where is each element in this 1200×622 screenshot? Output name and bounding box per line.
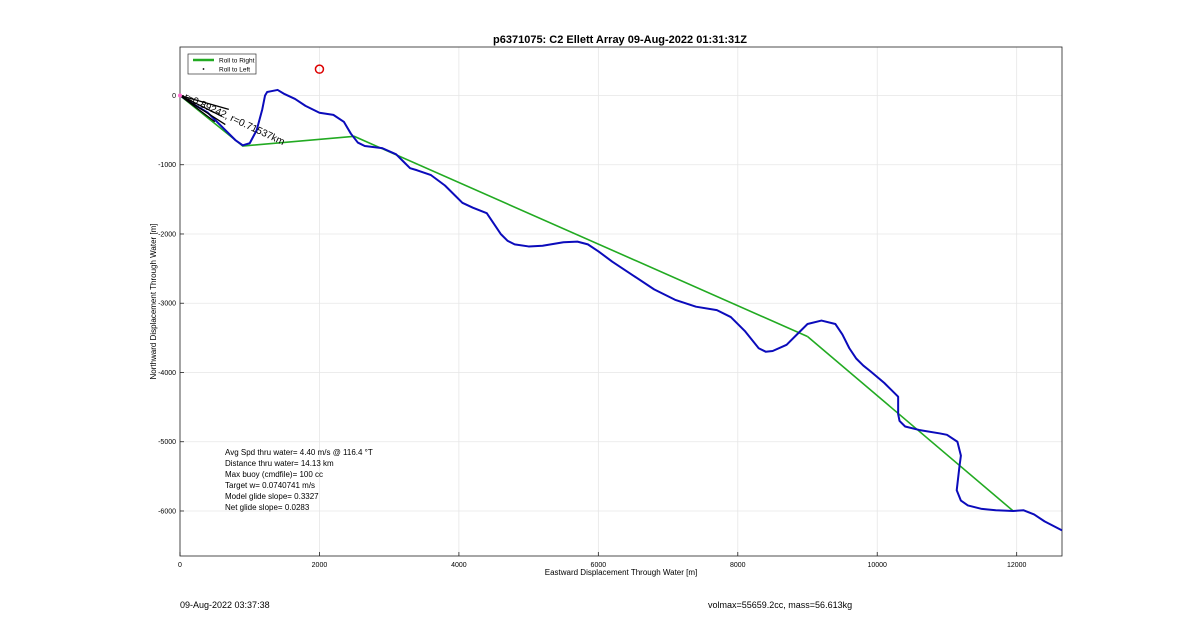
y-tick-label: -3000 bbox=[158, 301, 176, 308]
y-tick-label: -6000 bbox=[158, 508, 176, 515]
x-axis-label: Eastward Displacement Through Water [m] bbox=[545, 568, 698, 577]
stats-line: Max buoy (cmdfile)= 100 cc bbox=[225, 470, 323, 479]
roll-left-vector bbox=[179, 94, 229, 110]
stats-line: Avg Spd thru water= 4.40 m/s @ 116.4 °T bbox=[225, 448, 373, 457]
y-tick-label: -1000 bbox=[158, 162, 176, 169]
y-tick-label: -2000 bbox=[158, 231, 176, 238]
chart-legend: Roll to Right Roll to Left bbox=[187, 53, 257, 75]
stats-line: Target w= 0.0740741 m/s bbox=[225, 481, 315, 490]
x-tick-label: 0 bbox=[178, 562, 182, 569]
glider-track-line bbox=[179, 88, 1063, 532]
stats-line: Model glide slope= 0.3327 bbox=[225, 492, 319, 501]
y-axis-ticks: 0 -1000 -2000 -3000 -4000 -5000 -6000 bbox=[158, 93, 184, 515]
chart-title: p6371075: C2 Ellett Array 09-Aug-2022 01… bbox=[493, 34, 747, 46]
footer-volume-mass: volmax=55659.2cc, mass=56.613kg bbox=[708, 600, 853, 610]
chart-grid bbox=[179, 47, 1062, 556]
roll-left-vector bbox=[179, 94, 226, 126]
stats-line: Distance thru water= 14.13 km bbox=[225, 459, 334, 468]
y-axis-label: Northward Displacement Through Water [m] bbox=[149, 223, 158, 379]
stats-line: Net glide slope= 0.0283 bbox=[225, 503, 310, 512]
y-tick-label: 0 bbox=[172, 93, 176, 100]
y-tick-label: -5000 bbox=[158, 439, 176, 446]
x-tick-label: 6000 bbox=[591, 562, 607, 569]
stats-block: Avg Spd thru water= 4.40 m/s @ 116.4 °T D… bbox=[225, 448, 373, 512]
target-circle-marker bbox=[314, 64, 325, 74]
x-tick-label: 8000 bbox=[730, 562, 746, 569]
series-layer bbox=[179, 88, 1063, 532]
marker-layer bbox=[178, 64, 325, 98]
y-tick-label: -4000 bbox=[158, 370, 176, 377]
roll-right-segment bbox=[806, 335, 1014, 512]
start-point-marker bbox=[178, 93, 182, 98]
x-tick-label: 2000 bbox=[312, 562, 328, 569]
roll-right-segment bbox=[179, 94, 808, 338]
x-tick-label: 12000 bbox=[1007, 562, 1027, 569]
x-tick-label: 10000 bbox=[867, 562, 887, 569]
legend-label-roll-right: Roll to Right bbox=[219, 58, 255, 65]
roll-left-vector bbox=[179, 94, 223, 117]
legend-swatch-roll-left bbox=[202, 68, 205, 70]
x-axis-ticks: 0 2000 4000 6000 8000 10000 12000 bbox=[178, 552, 1027, 569]
legend-label-roll-left: Roll to Left bbox=[219, 67, 250, 74]
footer-timestamp: 09-Aug-2022 03:37:38 bbox=[180, 600, 270, 610]
axes-box bbox=[179, 46, 1063, 557]
x-tick-label: 4000 bbox=[451, 562, 467, 569]
